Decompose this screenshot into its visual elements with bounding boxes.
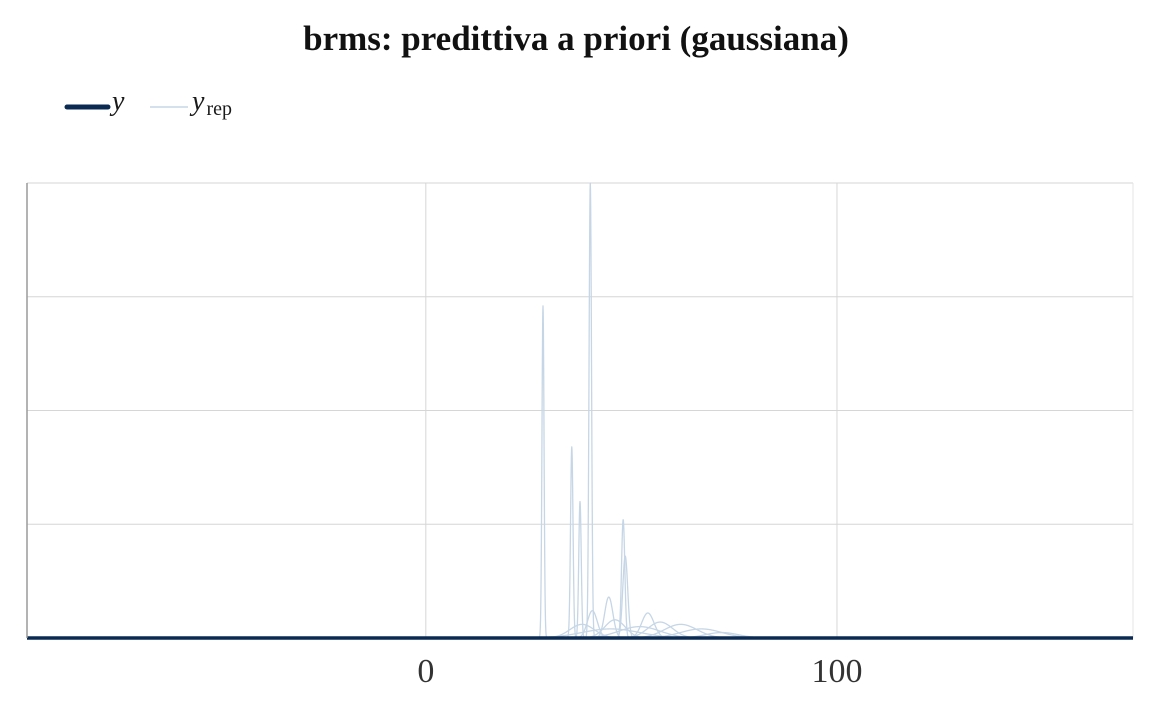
chart-title: brms: predittiva a priori (gaussiana) xyxy=(303,19,849,58)
yrep-curve-0 xyxy=(507,305,776,639)
yrep-curve-5 xyxy=(507,555,776,639)
plot-area: 0 100 xyxy=(26,182,1134,690)
legend-label-y: y xyxy=(109,86,125,117)
yrep-curve-3 xyxy=(507,500,776,639)
yrep-curve-6 xyxy=(507,596,776,639)
yrep-curve-2 xyxy=(507,446,776,639)
x-tick-label-0: 0 xyxy=(417,653,434,690)
legend: y y rep xyxy=(64,86,232,120)
legend-label-yrep: y rep xyxy=(189,86,232,120)
x-tick-labels: 0 100 xyxy=(417,653,862,690)
gridlines xyxy=(27,182,1134,638)
x-tick-label-1: 100 xyxy=(811,653,862,690)
yrep-curve-4 xyxy=(507,519,776,639)
